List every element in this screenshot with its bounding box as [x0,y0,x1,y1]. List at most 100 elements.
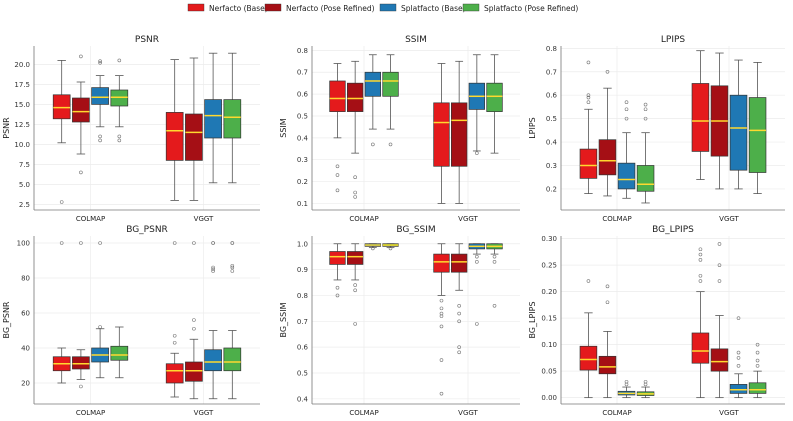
box-vggt-4 [223,52,242,184]
x-tick-label: VGGT [458,409,478,417]
y-axis-label: SSIM [279,118,288,138]
box-vggt-3 [204,241,222,400]
outlier-point [192,241,196,245]
outlier-point [457,319,461,324]
box-vggt-2 [710,242,729,399]
outlier-point [98,241,102,245]
y-tick-label: 0.7 [546,68,557,76]
box-body [433,102,450,167]
box-vggt-1 [691,50,710,180]
plot-area [312,46,520,210]
outlier-point [605,284,610,289]
box-body [91,87,109,105]
box-colmap-4 [382,54,399,147]
box-body [185,361,203,382]
y-tick-label: 0.15 [541,315,557,323]
box-body [165,363,184,384]
outlier-point [192,326,196,331]
box-colmap-4 [636,379,655,399]
y-tick-label: 0.00 [541,394,557,402]
x-tick-label: VGGT [719,215,739,223]
y-tick-label: 0.20 [541,288,557,296]
outlier-point [98,134,102,139]
outlier-point [439,358,444,362]
y-tick-label: 0.2 [546,185,557,193]
box-body [729,384,748,394]
outlier-point [353,322,357,326]
box-body [598,139,617,176]
plot-area [34,236,260,404]
x-tick-label: VGGT [458,215,478,223]
chart-title: SSIM [405,35,427,45]
x-tick-label: COLMAP [76,409,105,417]
box-body [382,71,399,97]
outlier-point [353,175,357,179]
box-vggt-4 [223,241,242,400]
outlier-point [717,242,722,246]
plot-area [561,46,785,210]
box-colmap-3 [91,59,109,143]
outlier-point [172,340,177,345]
outlier-point [59,200,64,204]
box-colmap-2 [347,243,364,326]
box-colmap-2 [598,284,617,399]
outlier-point [98,59,102,64]
x-tick-label: COLMAP [76,215,105,223]
box-vggt-3 [729,59,748,190]
y-tick-label: 0.4 [297,395,309,403]
outlier-point [388,246,393,251]
box-body [710,348,729,372]
legend-label: Nerfacto (Pose Refined) [286,4,375,13]
box-body [72,97,90,123]
outlier-point [475,151,479,155]
y-axis-label: LPIPS [528,117,537,139]
box-body [691,83,710,152]
box-body [347,82,364,112]
box-body [223,347,242,372]
x-tick-label: VGGT [719,409,739,417]
outlier-point [755,350,760,355]
plot-area [34,46,260,210]
outlier-point [643,102,648,107]
outlier-point [736,350,741,355]
panel-bg-lpips: 0.00 0.05 0.10 0.15 0.20 0.25 0.30 BG_LPIPS BG_L… [528,225,785,417]
outlier-point [335,285,340,290]
outlier-point [335,293,340,298]
box-body [729,94,748,171]
outlier-point [698,279,703,283]
box-body [451,253,468,273]
outlier-point [624,379,629,384]
box-colmap-4 [110,326,129,379]
outlier-point [643,379,648,384]
outlier-point [117,58,122,63]
y-tick-label: 0.4 [297,134,309,142]
x-tick-label: COLMAP [349,215,378,223]
y-axis-label: PSNR [2,117,11,139]
outlier-point [371,142,375,147]
y-tick-label: 0.8 [546,45,557,53]
box-colmap-2 [598,69,617,197]
legend-label: Nerfacto (Base) [209,4,268,13]
legend: Nerfacto (Base) Nerfacto (Pose Refined) Sp… [187,3,578,13]
panel-psnr: 2.5 5.0 7.5 10.0 12.5 15.0 17.5 20.0 PSNR PSNR COL… [2,35,260,223]
box-body [204,99,222,139]
y-tick-label: 0.5 [546,115,557,123]
box-colmap-1 [329,63,346,193]
box-colmap-1 [579,279,598,399]
y-tick-label: 15.0 [14,101,30,109]
y-tick-label: 0.9 [297,266,308,274]
outlier-point [79,170,83,175]
box-vggt-3 [204,52,222,184]
box-vggt-3 [729,316,748,399]
y-tick-label: 2.5 [19,201,30,209]
outlier-point [492,260,497,264]
box-colmap-3 [364,54,381,147]
outlier-point [439,311,444,316]
outlier-point [736,316,741,320]
box-vggt-2 [185,57,203,201]
y-tick-label: 0.3 [297,156,308,164]
legend-swatch [187,3,205,12]
box-body [451,102,468,167]
box-body [617,162,636,190]
